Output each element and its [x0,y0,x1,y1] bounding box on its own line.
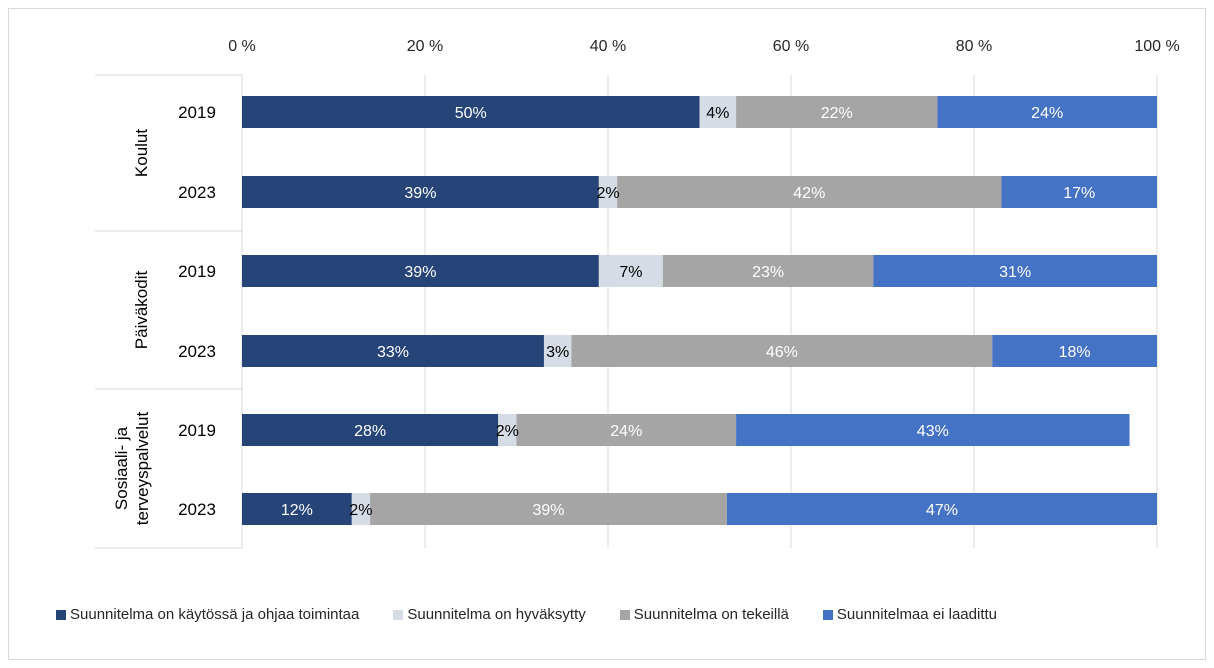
data-label: 46% [766,344,798,361]
data-label: 2% [349,502,372,519]
bar-segment [370,493,727,525]
bar-segment [1001,176,1157,208]
x-tick-label: 20 % [407,38,443,55]
category-axis: Koulut 2019 2023 Päiväkodit 2019 2023 Sosiaali… [95,74,243,549]
data-label: 39% [404,185,436,202]
chart-frame [8,8,1206,660]
data-label: 39% [533,502,565,519]
data-label: 23% [752,264,784,281]
bar-segment [662,255,874,287]
row-label: 2023 [178,183,216,202]
data-label: 17% [1063,185,1095,202]
x-tick-label: 0 % [228,38,256,55]
data-label: 22% [821,105,853,122]
group-label: Sosiaali- ja terveyspalvelut [112,412,152,526]
x-tick-label: 60 % [773,38,809,55]
grid-lines [241,75,1158,548]
bar-segment [617,176,1002,208]
group-label-line: Sosiaali- ja [112,426,131,510]
data-label: 43% [917,423,949,440]
row-label: 2023 [178,500,216,519]
legend-item: Suunnitelma on tekeillä [619,606,789,623]
row-label: 2019 [178,421,216,440]
legend-item: Suunnitelma on hyväksytty [393,606,586,623]
data-label: 18% [1059,344,1091,361]
bar-segment [516,414,737,446]
bar-segment [736,96,938,128]
data-label: 33% [377,344,409,361]
data-label: 42% [793,185,825,202]
data-label: 24% [610,423,642,440]
data-label: 39% [404,264,436,281]
group-label-line: terveyspalvelut [133,412,152,526]
group-label: Päiväkodit [132,271,151,350]
bar-segment [736,414,1130,446]
data-label: 3% [546,344,569,361]
x-tick-label: 80 % [956,38,992,55]
data-label: 50% [455,105,487,122]
data-label: 12% [281,502,313,519]
bars [242,96,1157,525]
legend-swatch [56,609,66,620]
data-label: 31% [999,264,1031,281]
bar-segment [699,96,737,128]
bar-segment [242,414,499,446]
bar-segment [543,335,572,367]
row-label: 2019 [178,262,216,281]
bar-segment [992,335,1157,367]
x-axis-ticks: 0 % 20 % 40 % 60 % 80 % 100 % [228,38,1179,55]
data-label: 4% [706,105,729,122]
legend-label: Suunnitelma on tekeillä [633,606,789,623]
legend-item: Suunnitelma on käytössä ja ohjaa toimint… [56,606,359,623]
bar-segment [242,335,544,367]
data-label: 2% [496,423,519,440]
legend-swatch [619,609,630,620]
bar-segment [873,255,1157,287]
x-tick-label: 100 % [1134,38,1179,55]
group-label: Koulut [132,129,151,177]
bar-segment [242,96,700,128]
bar-segment [242,176,599,208]
data-labels: 50% 4% 22% 24% 39% 2% 42% 17% 39% 7% 23% 31% 33% 3% 46… [281,105,1095,519]
data-label: 47% [926,502,958,519]
legend-item: Suunnitelmaa ei laadittu [822,606,997,623]
bar-segment [498,414,517,446]
data-label: 7% [619,264,642,281]
row-label: 2023 [178,342,216,361]
group-label-line: Koulut [132,129,151,177]
legend-label: Suunnitelma on käytössä ja ohjaa toimint… [70,606,360,623]
bar-segment [726,493,1157,525]
bar-segment [242,255,599,287]
legend-label: Suunnitelmaa ei laadittu [836,606,997,623]
group-label-line: Päiväkodit [132,271,151,350]
bar-segment [571,335,993,367]
legend-swatch [393,609,404,620]
legend-swatch [822,609,833,620]
data-label: 2% [596,185,619,202]
x-tick-label: 40 % [590,38,626,55]
bar-segment [242,493,352,525]
legend: Suunnitelma on käytössä ja ohjaa toimint… [56,606,1196,623]
bar-segment [598,176,618,208]
stacked-bar-chart: 0 % 20 % 40 % 60 % 80 % 100 % Koulut 2019 2023 P… [95,38,1180,549]
data-label: 24% [1031,105,1063,122]
legend-label: Suunnitelma on hyväksytty [407,606,586,623]
row-label: 2019 [178,103,216,122]
bar-segment [598,255,663,287]
bar-segment [351,493,371,525]
data-label: 28% [354,423,386,440]
bar-segment [937,96,1157,128]
